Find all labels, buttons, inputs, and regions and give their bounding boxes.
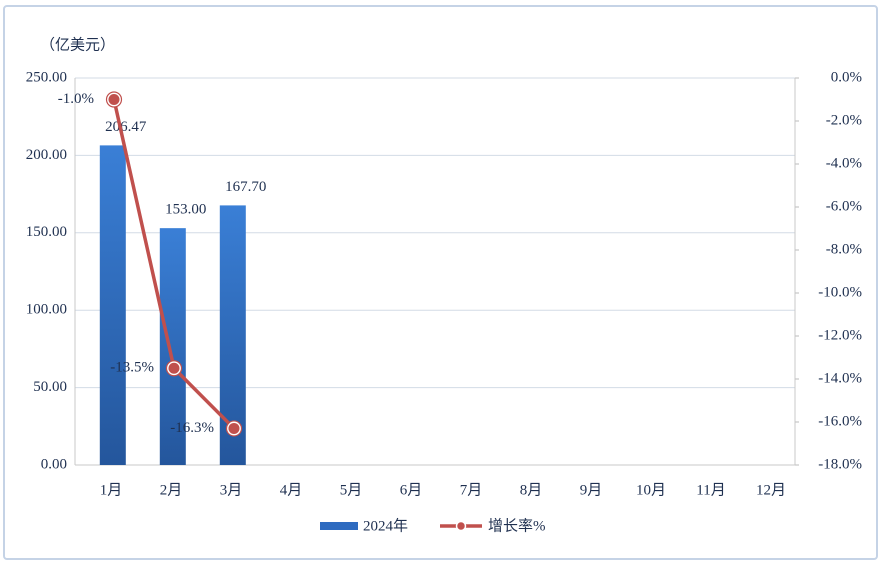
line-marker-ring (105, 91, 123, 108)
x-tick-label: 1月 (100, 482, 123, 498)
line-value-label: -16.3% (170, 420, 214, 436)
y-tick-label: 50.00 (33, 379, 67, 395)
line-value-label: -1.0% (58, 91, 94, 107)
y2-tick-label: -18.0% (818, 456, 862, 472)
line-marker-ring (165, 360, 183, 377)
y2-tick-label: -6.0% (826, 198, 862, 214)
line-marker (106, 92, 122, 107)
y-tick-label: 100.00 (26, 302, 67, 318)
line-marker-ring (225, 420, 243, 437)
x-tick-label: 8月 (520, 482, 543, 498)
line-marker (166, 360, 182, 376)
y-tick-label: 150.00 (26, 224, 67, 240)
frame (3, 5, 878, 560)
x-tick-label: 3月 (220, 482, 243, 498)
y2-tick-label: -4.0% (826, 155, 862, 171)
unit-label: （亿美元） (40, 36, 115, 53)
x-tick-label: 2月 (160, 482, 183, 498)
bar (159, 228, 186, 465)
x-tick-label: 12月 (756, 482, 786, 498)
y2-tick-label: -8.0% (826, 241, 862, 257)
x-tick-label: 11月 (696, 482, 725, 498)
y2-tick-label: 0.0% (831, 69, 862, 85)
y2-tick-label: -14.0% (818, 370, 862, 386)
x-tick-label: 4月 (280, 482, 303, 498)
y2-tick-label: -10.0% (818, 284, 862, 300)
y2-tick-label: -2.0% (826, 112, 862, 128)
legend-marker (455, 520, 467, 532)
line-value-label: -13.5% (110, 360, 154, 376)
y-tick-label: 250.00 (26, 69, 67, 85)
bar-value-label: 206.47 (105, 119, 147, 135)
bar-value-label: 153.00 (165, 202, 206, 218)
x-tick-label: 5月 (340, 482, 363, 498)
x-tick-label: 6月 (400, 482, 423, 498)
x-tick-label: 7月 (460, 482, 483, 498)
y-tick-label: 200.00 (26, 147, 67, 163)
x-tick-label: 9月 (580, 482, 603, 498)
legend-label: 增长率% (488, 517, 546, 534)
y2-tick-label: -12.0% (818, 327, 862, 343)
line-marker (226, 420, 242, 436)
bar-value-label: 167.70 (225, 179, 266, 195)
y-tick-label: 0.00 (41, 456, 67, 472)
x-tick-label: 10月 (636, 482, 666, 498)
y2-tick-label: -16.0% (818, 413, 862, 429)
bar (99, 145, 126, 465)
legend-swatch (320, 522, 358, 530)
legend-label: 2024年 (363, 517, 408, 534)
